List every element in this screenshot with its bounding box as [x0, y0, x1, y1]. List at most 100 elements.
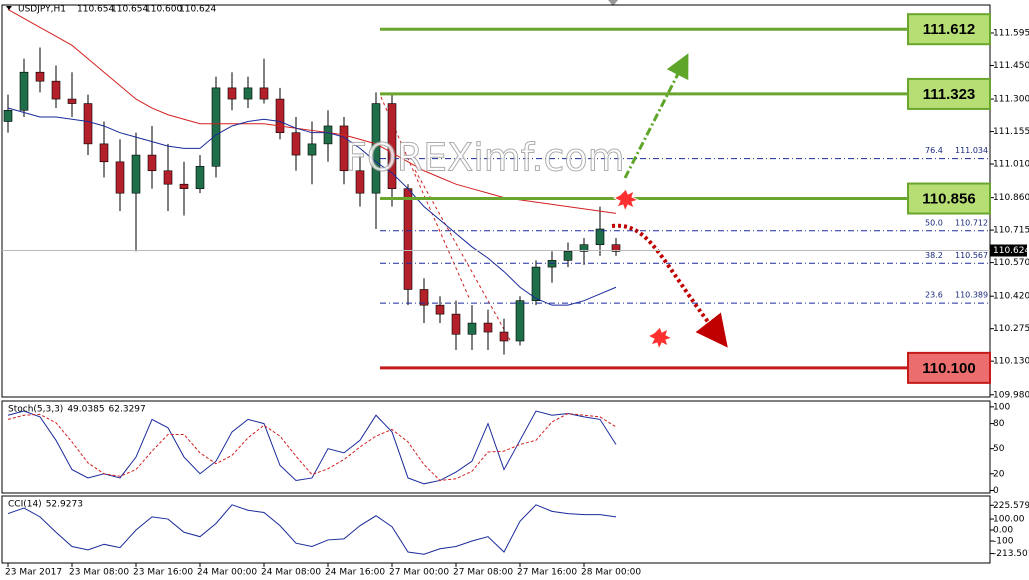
fib-price: 111.034	[955, 146, 988, 155]
x-tick-label: 23 Mar 08:00	[69, 568, 129, 578]
candle-body	[355, 170, 365, 194]
candle-body	[339, 125, 349, 172]
scroll-marker	[608, 0, 618, 6]
candle-body	[3, 109, 13, 122]
x-tick-label: 23 Mar 2017	[5, 568, 62, 578]
level-box	[907, 13, 991, 46]
y-tick-label: 50	[993, 444, 1005, 454]
x-tick-label: 24 Mar 00:00	[197, 568, 257, 578]
price-box	[990, 244, 1027, 257]
quote-value: 110.600	[145, 5, 182, 15]
candle-body	[419, 289, 429, 306]
y-tick-label: 110.420	[993, 292, 1029, 302]
candle-body	[259, 87, 269, 100]
candle-body	[499, 331, 509, 342]
candle-body	[451, 313, 461, 335]
candle-body	[35, 71, 45, 82]
candle-body	[163, 170, 173, 185]
candle-body	[611, 244, 621, 252]
candle-body	[323, 125, 333, 145]
indicator-reading: 52.9273	[46, 500, 83, 510]
indicator-reading: 49.0385	[67, 405, 104, 415]
x-tick-label: 24 Mar 16:00	[325, 568, 385, 578]
indicator-line	[7, 410, 617, 485]
candle-body	[179, 183, 189, 189]
candle-body	[243, 87, 253, 100]
candle-body	[531, 266, 541, 301]
candle-body	[563, 251, 573, 261]
x-tick-label: 27 Mar 00:00	[389, 568, 449, 578]
candle-body	[579, 244, 589, 252]
burst	[646, 326, 674, 351]
price-label: 110.624	[993, 246, 1029, 256]
candle-body	[467, 322, 477, 335]
overlay: 111.595 111.450 111.300 111.155 111.010 110.8…	[6, 5, 1029, 559]
candle-body	[515, 300, 525, 342]
y-tick-label: 111.300	[993, 95, 1029, 105]
y-tick-label: 80	[993, 419, 1005, 429]
y-tick-label: 110.715	[993, 226, 1029, 236]
y-tick-label: 0.00	[993, 526, 1013, 536]
level-box	[907, 182, 991, 215]
level-label: 110.100	[922, 360, 975, 377]
indicator-line	[7, 413, 617, 481]
fib-ratio: 50.0	[925, 218, 943, 227]
candle-body	[387, 103, 397, 189]
candle-body	[211, 87, 221, 167]
candle-body	[19, 71, 29, 111]
burst	[612, 188, 640, 213]
y-tick-label: 111.595	[993, 29, 1029, 39]
fib-ratio: 23.6	[925, 291, 943, 300]
candle-body	[99, 143, 109, 163]
candle-body	[403, 188, 413, 290]
y-tick-label: 110.275	[993, 324, 1029, 334]
indicator-label: CCI(14)	[8, 500, 42, 510]
level-box	[907, 351, 991, 384]
fib-ratio: 38.2	[925, 251, 943, 260]
level-box	[907, 77, 991, 110]
fib-price: 110.567	[955, 251, 988, 260]
y-tick-label: 225.5793	[993, 501, 1029, 511]
y-tick-label: 20	[993, 469, 1005, 479]
y-tick-label: 100.00	[993, 515, 1025, 525]
panel-border	[1, 400, 991, 494]
candle-body	[291, 132, 301, 156]
y-tick-label: -213.5014	[993, 549, 1029, 559]
watermark: FOREXimf.com	[345, 136, 625, 180]
indicator-reading: 62.3297	[109, 405, 146, 415]
candle-body	[115, 161, 125, 194]
moving-average	[7, 107, 617, 306]
candle-body	[371, 103, 381, 194]
x-tick-label: 28 Mar 00:00	[581, 568, 641, 578]
y-tick-label: 110.570	[993, 258, 1029, 268]
indicator-label: Stoch(5,3,3)	[8, 405, 63, 415]
quote-value: 110.654	[111, 5, 148, 15]
candle-body	[147, 154, 157, 172]
x-tick-label: 23 Mar 16:00	[133, 568, 193, 578]
candle-body	[67, 98, 77, 104]
candle-body	[307, 143, 317, 156]
quote-value: 110.654	[77, 5, 114, 15]
y-tick-label: 111.450	[993, 61, 1029, 71]
price-panel	[2, 9, 990, 355]
y-tick-label: 110.860	[993, 193, 1029, 203]
candle-body	[483, 322, 493, 333]
arrow-up	[623, 53, 689, 179]
y-tick-label: 100	[993, 402, 1010, 412]
level-label: 110.856	[922, 191, 975, 208]
level-label: 111.323	[923, 86, 976, 103]
indicator-line	[7, 504, 617, 555]
y-tick-label: -100	[993, 537, 1014, 547]
quote-value: 110.624	[179, 5, 216, 15]
symbol-marker	[6, 6, 12, 10]
candle-body	[227, 87, 237, 100]
stoch-panel	[7, 410, 617, 485]
x-tick-label: 27 Mar 16:00	[517, 568, 577, 578]
symbol: USDJPY,H1	[18, 5, 66, 15]
y-tick-label: 0	[993, 486, 999, 496]
cci-panel	[7, 504, 617, 555]
y-tick-label: 110.130	[993, 357, 1029, 367]
candle-body	[83, 103, 93, 145]
